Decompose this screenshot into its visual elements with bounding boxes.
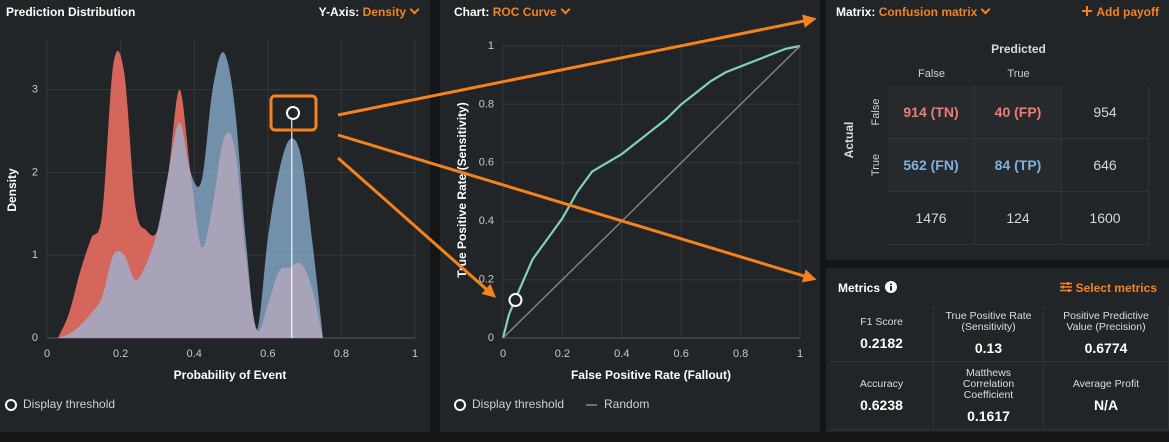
metrics-grid: F1 Score 0.2182 True Positive Rate (Sensi… — [830, 306, 1169, 430]
selector-value[interactable]: ROC Curve — [492, 5, 557, 19]
metric-label: Accuracy — [859, 377, 904, 390]
metrics-title: Metrics — [838, 281, 881, 295]
metric-value: 0.2182 — [860, 334, 903, 351]
chart-selector[interactable]: Chart: ROC Curve — [454, 4, 571, 19]
select-metrics[interactable]: Select metrics — [1059, 281, 1157, 295]
legend-threshold[interactable]: Display threshold — [472, 397, 564, 411]
metric: Positive Predictive Value (Precision) 0.6… — [1044, 306, 1169, 362]
column-label: True — [1007, 68, 1030, 80]
x-axis-title: False Positive Rate (Fallout) — [571, 368, 731, 382]
matrix-total: 954 — [1062, 86, 1149, 139]
matrix-cell: 914 (TN) — [888, 86, 975, 139]
matrix-total: 1600 — [1062, 192, 1149, 245]
density-area — [58, 52, 323, 338]
legend-threshold-icon — [454, 399, 466, 411]
legend-threshold-icon — [5, 399, 17, 411]
metrics-panel: Metrics Select metrics F1 Score 0.2182 Tr… — [826, 268, 1169, 432]
add-payoff[interactable]: Add payoff — [1082, 5, 1159, 19]
row-label: False — [870, 98, 882, 126]
matrix-total: 124 — [975, 192, 1062, 245]
metric-value: 0.1617 — [967, 407, 1010, 424]
metric: Average Profit N/A — [1044, 362, 1169, 430]
x-tick-label: 1 — [412, 348, 418, 360]
chevron — [560, 4, 571, 15]
x-tick-label: 1 — [797, 348, 803, 360]
x-tick-label: 0.4 — [187, 348, 202, 360]
x-tick-label: 0.6 — [260, 348, 275, 360]
y-tick-label: 0.2 — [479, 274, 494, 286]
y-tick-label: 0.8 — [479, 98, 494, 110]
column-label: False — [918, 68, 945, 80]
y-tick-label: 3 — [32, 84, 38, 96]
threshold-point — [508, 293, 523, 308]
x-tick-label: 0 — [500, 348, 506, 360]
y-axis-title: Density — [5, 168, 19, 212]
predicted-label: Predicted — [991, 42, 1046, 56]
x-axis-title: Probability of Event — [174, 368, 287, 382]
metric-label: Matthews Correlation Coefficient — [962, 366, 1015, 401]
matrix-cell: 84 (TP) — [975, 139, 1062, 192]
y-tick-label: 0.6 — [479, 157, 494, 169]
distribution-panel: Density Probability of Event Display thr… — [0, 0, 430, 432]
roc-panel: True Positive Rate (Sensitivity) False P… — [440, 0, 820, 432]
metric: F1 Score 0.2182 — [830, 306, 934, 362]
matrix-panel: Matrix: Confusion matrix Add payoff Pred… — [826, 0, 1169, 260]
random-line — [502, 45, 801, 339]
select-metrics-label[interactable]: Select metrics — [1075, 281, 1157, 295]
metric-label: Positive Predictive Value (Precision) — [1063, 310, 1149, 333]
metrics-title-row: Metrics — [838, 281, 898, 295]
y-tick-label: 0 — [488, 332, 494, 344]
y-axis-title: True Positive Rate (Sensitivity) — [455, 102, 469, 277]
selector-label: Matrix: — [836, 5, 876, 19]
x-tick-label: 0.8 — [334, 348, 349, 360]
x-tick-label: 0.2 — [555, 348, 570, 360]
y-tick-label: 2 — [32, 166, 38, 178]
selector-value[interactable]: Density — [362, 5, 406, 19]
y-tick-label: 0.4 — [479, 215, 494, 227]
matrix-selector[interactable]: Matrix: Confusion matrix — [836, 4, 991, 19]
matrix-cell: 562 (FN) — [888, 139, 975, 192]
selector-label: Y-Axis: — [318, 5, 360, 19]
roc-chart: True Positive Rate (Sensitivity) False P… — [454, 40, 803, 411]
matrix-grid: 914 (TN) 40 (FP) 954 562 (FN) 84 (TP) 64… — [888, 86, 1149, 245]
x-tick-label: 0.8 — [733, 348, 748, 360]
y-axis-selector[interactable]: Y-Axis: Density — [318, 4, 420, 19]
x-tick-label: 0.4 — [614, 348, 629, 360]
panel-title: Prediction Distribution — [6, 5, 136, 19]
metric-value: N/A — [1093, 396, 1119, 413]
row-label: True — [870, 153, 882, 177]
metric-label: True Positive Rate (Sensitivity) — [945, 310, 1032, 333]
metric-label: F1 Score — [860, 315, 903, 328]
metric: True Positive Rate (Sensitivity) 0.13 — [934, 306, 1044, 362]
x-tick-label: 0.2 — [113, 348, 128, 360]
legend-random[interactable]: Random — [604, 397, 649, 411]
sliders-icon — [1059, 282, 1072, 292]
metric-value: 0.6774 — [1084, 340, 1128, 356]
metric-value: 0.6238 — [860, 396, 903, 413]
metric: Matthews Correlation Coefficient 0.1617 — [934, 362, 1044, 430]
y-tick-label: 1 — [488, 40, 494, 52]
legend-threshold[interactable]: Display threshold — [23, 397, 115, 411]
selector-value[interactable]: Confusion matrix — [878, 5, 978, 19]
matrix-cell: 40 (FP) — [975, 86, 1062, 139]
matrix-total: 646 — [1062, 139, 1149, 192]
metric: Accuracy 0.6238 — [830, 362, 934, 430]
matrix-total: 1476 — [888, 192, 975, 245]
add-payoff-label[interactable]: Add payoff — [1096, 5, 1159, 19]
actual-label: Actual — [842, 121, 856, 159]
distribution-chart: Density Probability of Event Display thr… — [5, 40, 418, 411]
selector-label: Chart: — [454, 5, 490, 19]
x-tick-label: 0.6 — [674, 348, 689, 360]
y-tick-label: 1 — [32, 249, 38, 261]
chevron — [409, 4, 420, 15]
plus-icon — [1082, 6, 1093, 16]
metric-label: Average Profit — [1072, 377, 1140, 390]
metric-value: 0.13 — [974, 340, 1003, 356]
info-icon[interactable] — [885, 281, 898, 293]
y-tick-label: 0 — [32, 332, 38, 344]
x-tick-label: 0 — [44, 348, 50, 360]
chevron — [980, 4, 991, 15]
